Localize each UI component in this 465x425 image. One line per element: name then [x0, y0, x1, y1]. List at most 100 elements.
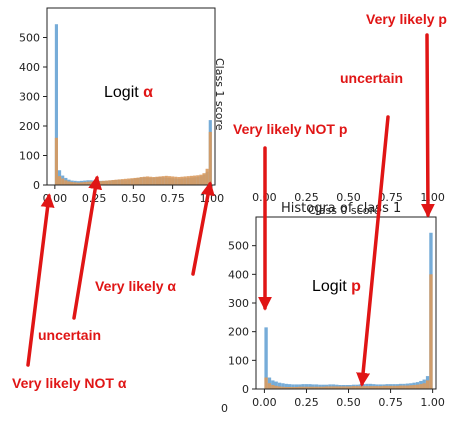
left-bar-s1-8 [79, 182, 84, 185]
annotation-labels: Very likely NOT α uncertain Very likely … [12, 11, 447, 391]
right-histogram: 0 100 200 300 400 500 0.00 0.25 0.50 0.75 1.00 Lo… [225, 195, 450, 423]
right-x-tick-label: 0.50 [336, 396, 361, 409]
right-bar-s0-2 [271, 380, 275, 389]
right-bar-s1-47 [422, 383, 426, 389]
right-top-axis-label: Class 0 score [308, 204, 381, 217]
right-bar-s1-27 [355, 386, 359, 389]
left-bar-s1-29 [145, 176, 150, 185]
right-x-axis-ticks: 0.00 0.25 0.50 0.75 1.00 [252, 389, 445, 409]
right-bar-s0-8 [291, 384, 295, 389]
left-bar-s1-6 [73, 182, 77, 185]
left-bar-s1-9 [83, 182, 87, 185]
right-series-orange-bars [264, 274, 433, 389]
right-bar-s0-9 [294, 384, 299, 389]
right-logit-label: Logit p [312, 278, 361, 295]
label-uncertain-right: uncertain [340, 70, 403, 86]
left-bar-s1-47 [202, 173, 206, 185]
right-logit-symbol: p [351, 278, 361, 295]
right-bar-s1-15 [314, 386, 319, 389]
right-bar-s0-3 [274, 381, 278, 389]
right-bar-s1-16 [318, 386, 322, 389]
right-bar-s0-14 [311, 384, 315, 389]
left-bar-s1-30 [149, 176, 153, 185]
right-bar-s0-13 [308, 384, 312, 389]
right-bar-s1-9 [294, 386, 299, 389]
right-bar-s1-37 [388, 385, 393, 389]
left-bar-s1-25 [133, 177, 137, 185]
right-bar-s1-25 [348, 386, 352, 389]
left-x-tick-label: 1.00 [200, 192, 225, 205]
left-bar-s1-15 [101, 180, 106, 185]
left-y-tick-label: 200 [19, 120, 40, 133]
label-very-likely-not-p: Very likely NOT p [233, 121, 347, 137]
left-bar-s1-34 [161, 176, 165, 185]
left-bar-s1-22 [123, 178, 128, 185]
left-y-tick-label: 100 [19, 150, 40, 163]
right-bar-s0-1 [267, 377, 272, 389]
top-x-tick-label: 0.25 [294, 191, 319, 204]
right-chart-title: Histogra of class 1 [281, 201, 401, 216]
left-bar-s1-4 [67, 181, 71, 185]
left-bar-s1-40 [180, 176, 184, 185]
left-logit-label: Logit α [104, 84, 153, 101]
left-bar-s1-16 [105, 180, 109, 185]
left-x-tick-label: 0.00 [43, 192, 68, 205]
left-bar-s1-2 [61, 178, 65, 185]
left-bar-s1-20 [117, 179, 121, 185]
left-x-axis-ticks: 0.00 0.25 0.50 0.75 1.00 [43, 185, 225, 205]
right-bar-s1-34 [378, 386, 383, 389]
right-bar-s1-2 [271, 384, 275, 389]
right-y-axis-ticks: 0 100 200 300 400 500 [228, 240, 256, 396]
right-bar-s1-48 [425, 380, 430, 389]
left-bar-s1-18 [111, 179, 115, 185]
right-bar-s1-4 [277, 386, 282, 389]
right-bar-s1-49 [429, 274, 433, 389]
left-bar-s1-31 [152, 177, 156, 185]
right-bar-s1-30 [365, 386, 369, 389]
annotation-arrows [26, 33, 435, 387]
left-bar-s1-32 [155, 176, 159, 185]
left-bar-s1-36 [167, 176, 172, 185]
left-bar-s1-37 [171, 176, 175, 185]
left-bar-s1-11 [89, 181, 93, 185]
right-bar-s1-40 [398, 385, 403, 389]
right-bar-s1-32 [372, 386, 376, 389]
left-x-tick-label: 0.50 [121, 192, 146, 205]
right-bar-s0-7 [287, 384, 292, 389]
left-bar-s1-3 [64, 180, 68, 185]
right-bar-s1-5 [281, 386, 285, 389]
right-bar-s1-13 [308, 386, 312, 389]
left-series-orange-bars [54, 131, 212, 186]
right-y-tick-label: 200 [228, 326, 249, 339]
label-uncertain-left: uncertain [38, 327, 101, 343]
right-y-tick-label: 400 [228, 268, 249, 281]
label-very-likely-alpha: Very likely α [95, 278, 176, 294]
right-bar-s1-22 [338, 386, 342, 389]
left-bar-s1-10 [86, 181, 90, 185]
arrow-very-likely-p [420, 33, 435, 218]
right-bar-s1-29 [361, 386, 366, 389]
right-bar-s1-36 [385, 385, 389, 389]
right-bar-s1-10 [298, 386, 302, 389]
right-x-tick-label: 0.25 [294, 396, 319, 409]
right-bar-s0-5 [281, 383, 285, 389]
right-bar-s1-6 [284, 386, 288, 389]
left-y-tick-label: 500 [19, 32, 40, 45]
left-bar-s1-46 [199, 174, 203, 185]
right-bar-s1-41 [402, 385, 406, 389]
right-bar-s0-0 [264, 327, 268, 389]
right-bar-s1-20 [331, 386, 336, 389]
right-bar-s1-0 [264, 377, 268, 389]
left-bar-s1-1 [57, 176, 62, 185]
left-bar-s1-21 [120, 179, 124, 185]
right-y-tick-label: 0 [242, 383, 249, 396]
left-bar-s1-41 [183, 176, 187, 185]
right-bar-s1-24 [345, 386, 349, 389]
right-bar-s1-26 [351, 386, 356, 389]
right-y-tick-label: 300 [228, 297, 249, 310]
right-y-tick-label: 500 [228, 240, 249, 253]
right-bar-s1-46 [419, 384, 423, 389]
right-bar-s1-28 [358, 386, 362, 389]
right-bar-s0-4 [277, 382, 282, 389]
